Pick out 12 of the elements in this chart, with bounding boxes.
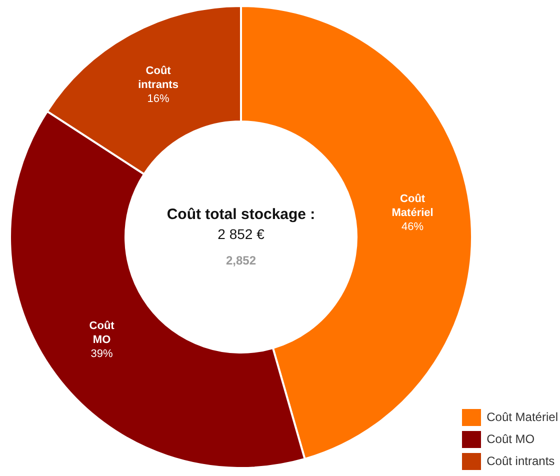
data-label: 16% (147, 92, 170, 105)
legend-label: Coût MO (486, 432, 535, 446)
legend-label: Coût Matériel (486, 410, 558, 424)
data-label: 46% (402, 220, 424, 233)
text: 2 852 € (218, 226, 265, 242)
slice-label: Coût intrants (138, 64, 178, 91)
legend-label: Coût intrants (486, 454, 555, 468)
text: Coût total stockage : (166, 206, 316, 224)
slice-label: Coût Matériel (392, 192, 434, 219)
data-label: 39% (90, 348, 114, 360)
slice-label: Coût MO (89, 320, 115, 346)
text: 2,852 (226, 253, 256, 268)
